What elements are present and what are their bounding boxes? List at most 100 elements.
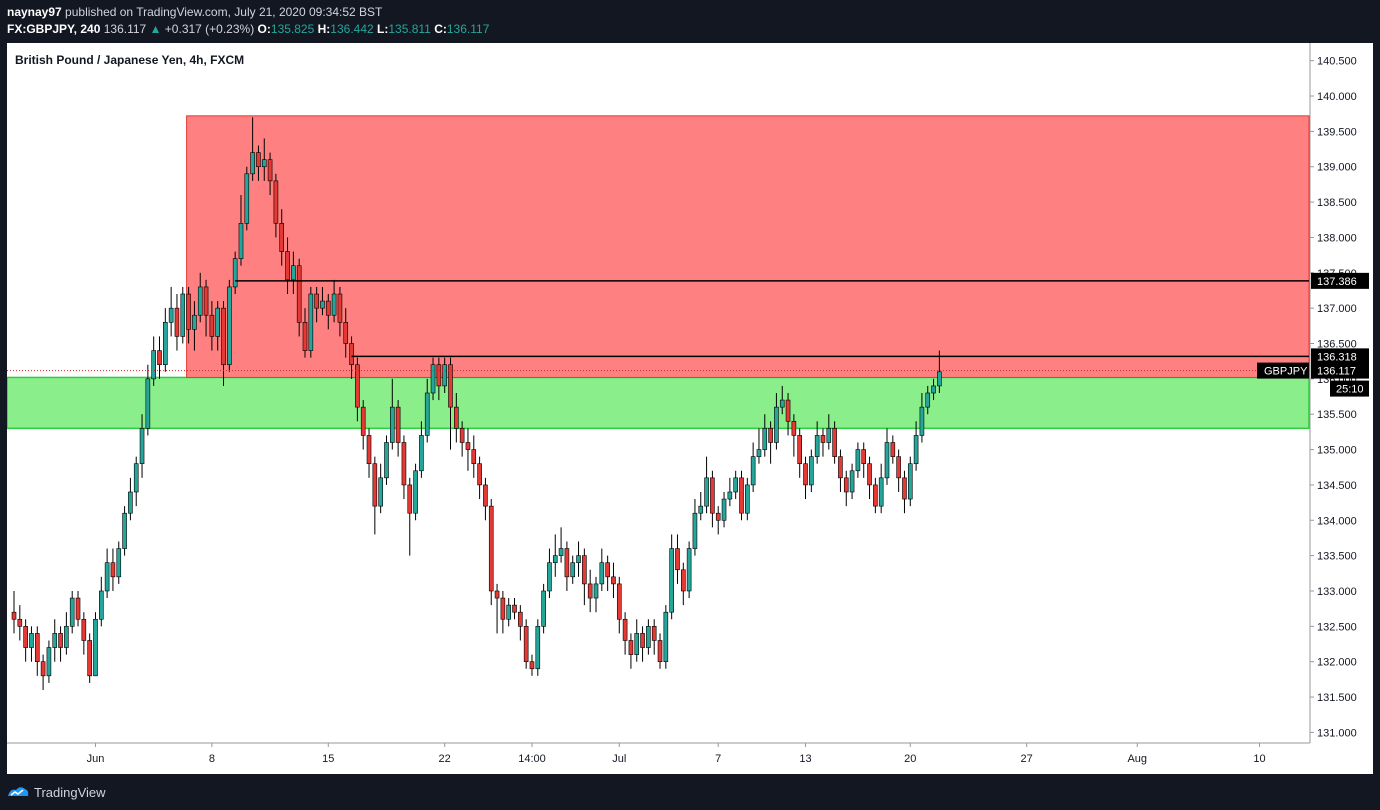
candle-up bbox=[931, 385, 936, 394]
price-tick-label: 139.000 bbox=[1317, 162, 1357, 174]
candle-down bbox=[157, 350, 162, 366]
line-price-label: 136.318 bbox=[1317, 351, 1357, 363]
candle-down bbox=[459, 428, 465, 443]
candles-layer bbox=[11, 117, 942, 690]
symbol-tag-label: GBPJPY bbox=[1264, 366, 1308, 378]
candle-down bbox=[110, 562, 116, 578]
zones-layer bbox=[7, 115, 1310, 430]
candle-down bbox=[494, 590, 500, 599]
candle-up bbox=[320, 300, 325, 309]
candle-down bbox=[867, 463, 872, 486]
countdown-tag bbox=[1330, 380, 1369, 397]
candle-down bbox=[174, 307, 180, 337]
candle-down bbox=[436, 364, 442, 387]
candle-up bbox=[721, 498, 727, 521]
candle-down bbox=[896, 456, 901, 479]
open-value: 135.825 bbox=[270, 22, 315, 36]
candle-up bbox=[413, 470, 418, 514]
candle-up bbox=[727, 491, 733, 500]
candle-up bbox=[168, 307, 174, 323]
candle-down bbox=[768, 428, 773, 443]
candle-down bbox=[448, 364, 453, 408]
triangle-up-icon: ▲ bbox=[149, 22, 162, 36]
candle-up bbox=[552, 555, 558, 563]
candle-down bbox=[23, 626, 28, 648]
price-tick-label: 134.000 bbox=[1317, 515, 1357, 527]
candle-down bbox=[477, 463, 482, 486]
price-tick-label: 138.500 bbox=[1317, 197, 1357, 209]
candle-down bbox=[483, 484, 488, 507]
candle-up bbox=[686, 548, 692, 592]
candle-down bbox=[87, 640, 92, 677]
candle-up bbox=[46, 647, 52, 677]
price-axis[interactable]: 131.000 131.500 132.000 132.500 133.000 133.5… bbox=[1257, 43, 1369, 743]
time-tick-label: 7 bbox=[715, 753, 721, 765]
ohlc-legend: FX:GBPJPY, 240 136.117 ▲ +0.317 (+0.23%)… bbox=[7, 22, 489, 36]
tradingview-brand[interactable]: TradingView bbox=[6, 784, 106, 800]
chart-title: British Pound / Japanese Yen, 4h, FXCM bbox=[15, 53, 244, 67]
candle-down bbox=[890, 442, 896, 457]
price-tick-label: 132.000 bbox=[1317, 657, 1357, 669]
price-chart[interactable]: 131.000 131.500 132.000 132.500 133.000 133.5… bbox=[7, 43, 1373, 774]
price-tick-label: 137.000 bbox=[1317, 303, 1357, 315]
countdown-label: 25:10 bbox=[1336, 384, 1364, 396]
line-price-tag bbox=[1311, 272, 1369, 289]
time-axis[interactable]: Jun 8 15 22 14:00 Jul 7 13 20 27 Aug 10 bbox=[7, 742, 1310, 765]
candle-up bbox=[64, 626, 69, 648]
candle-up bbox=[756, 449, 762, 457]
time-tick-label: Jun bbox=[87, 753, 105, 765]
candle-up bbox=[663, 611, 669, 662]
high-value: 136.442 bbox=[330, 22, 374, 36]
candle-up bbox=[99, 590, 104, 620]
candle-up bbox=[331, 293, 337, 316]
candle-up bbox=[878, 477, 884, 507]
candle-up bbox=[599, 562, 605, 585]
candle-up bbox=[384, 442, 389, 479]
candle-down bbox=[873, 484, 878, 507]
candle-up bbox=[826, 428, 832, 443]
chart-header: naynay97 published on TradingView.com, J… bbox=[0, 0, 1380, 42]
candle-down bbox=[512, 604, 517, 613]
candle-up bbox=[29, 633, 34, 648]
candle-up bbox=[139, 428, 145, 465]
open-label: O: bbox=[257, 22, 271, 36]
time-tick-label: 14:00 bbox=[518, 753, 546, 765]
line-price-label: 137.386 bbox=[1317, 276, 1357, 288]
chart-area[interactable]: 131.000 131.500 132.000 132.500 133.000 133.5… bbox=[7, 43, 1373, 774]
price-tick-label: 132.500 bbox=[1317, 621, 1357, 633]
time-tick-label: 27 bbox=[1021, 753, 1033, 765]
candle-down bbox=[518, 611, 523, 627]
candle-down bbox=[349, 343, 354, 366]
candle-down bbox=[75, 597, 81, 620]
candle-up bbox=[238, 223, 244, 259]
candle-down bbox=[465, 442, 471, 450]
candle-down bbox=[902, 477, 907, 500]
brand-label: TradingView bbox=[34, 784, 106, 800]
candle-down bbox=[11, 611, 17, 620]
candle-down bbox=[337, 293, 343, 323]
candle-up bbox=[814, 435, 820, 457]
candle-up bbox=[547, 562, 552, 592]
candle-down bbox=[803, 463, 808, 486]
candle-down bbox=[739, 477, 744, 514]
candle-down bbox=[622, 618, 628, 641]
candle-up bbox=[913, 435, 919, 465]
candle-down bbox=[279, 223, 285, 252]
time-tick-label: 22 bbox=[439, 753, 451, 765]
price-tick-label: 134.500 bbox=[1317, 480, 1357, 492]
candle-down bbox=[302, 321, 308, 351]
candle-up bbox=[250, 152, 255, 175]
candle-down bbox=[500, 597, 506, 620]
tradingview-logo-icon bbox=[8, 787, 29, 796]
candle-up bbox=[884, 442, 890, 479]
candle-up bbox=[69, 597, 75, 627]
candle-down bbox=[372, 463, 378, 507]
lines-layer bbox=[7, 280, 1309, 372]
candle-up bbox=[291, 265, 296, 281]
candle-up bbox=[52, 633, 58, 648]
candle-down bbox=[285, 251, 290, 281]
candle-up bbox=[378, 477, 383, 507]
candle-down bbox=[58, 633, 63, 648]
candle-up bbox=[308, 293, 314, 351]
author-name[interactable]: naynay97 bbox=[7, 5, 62, 19]
